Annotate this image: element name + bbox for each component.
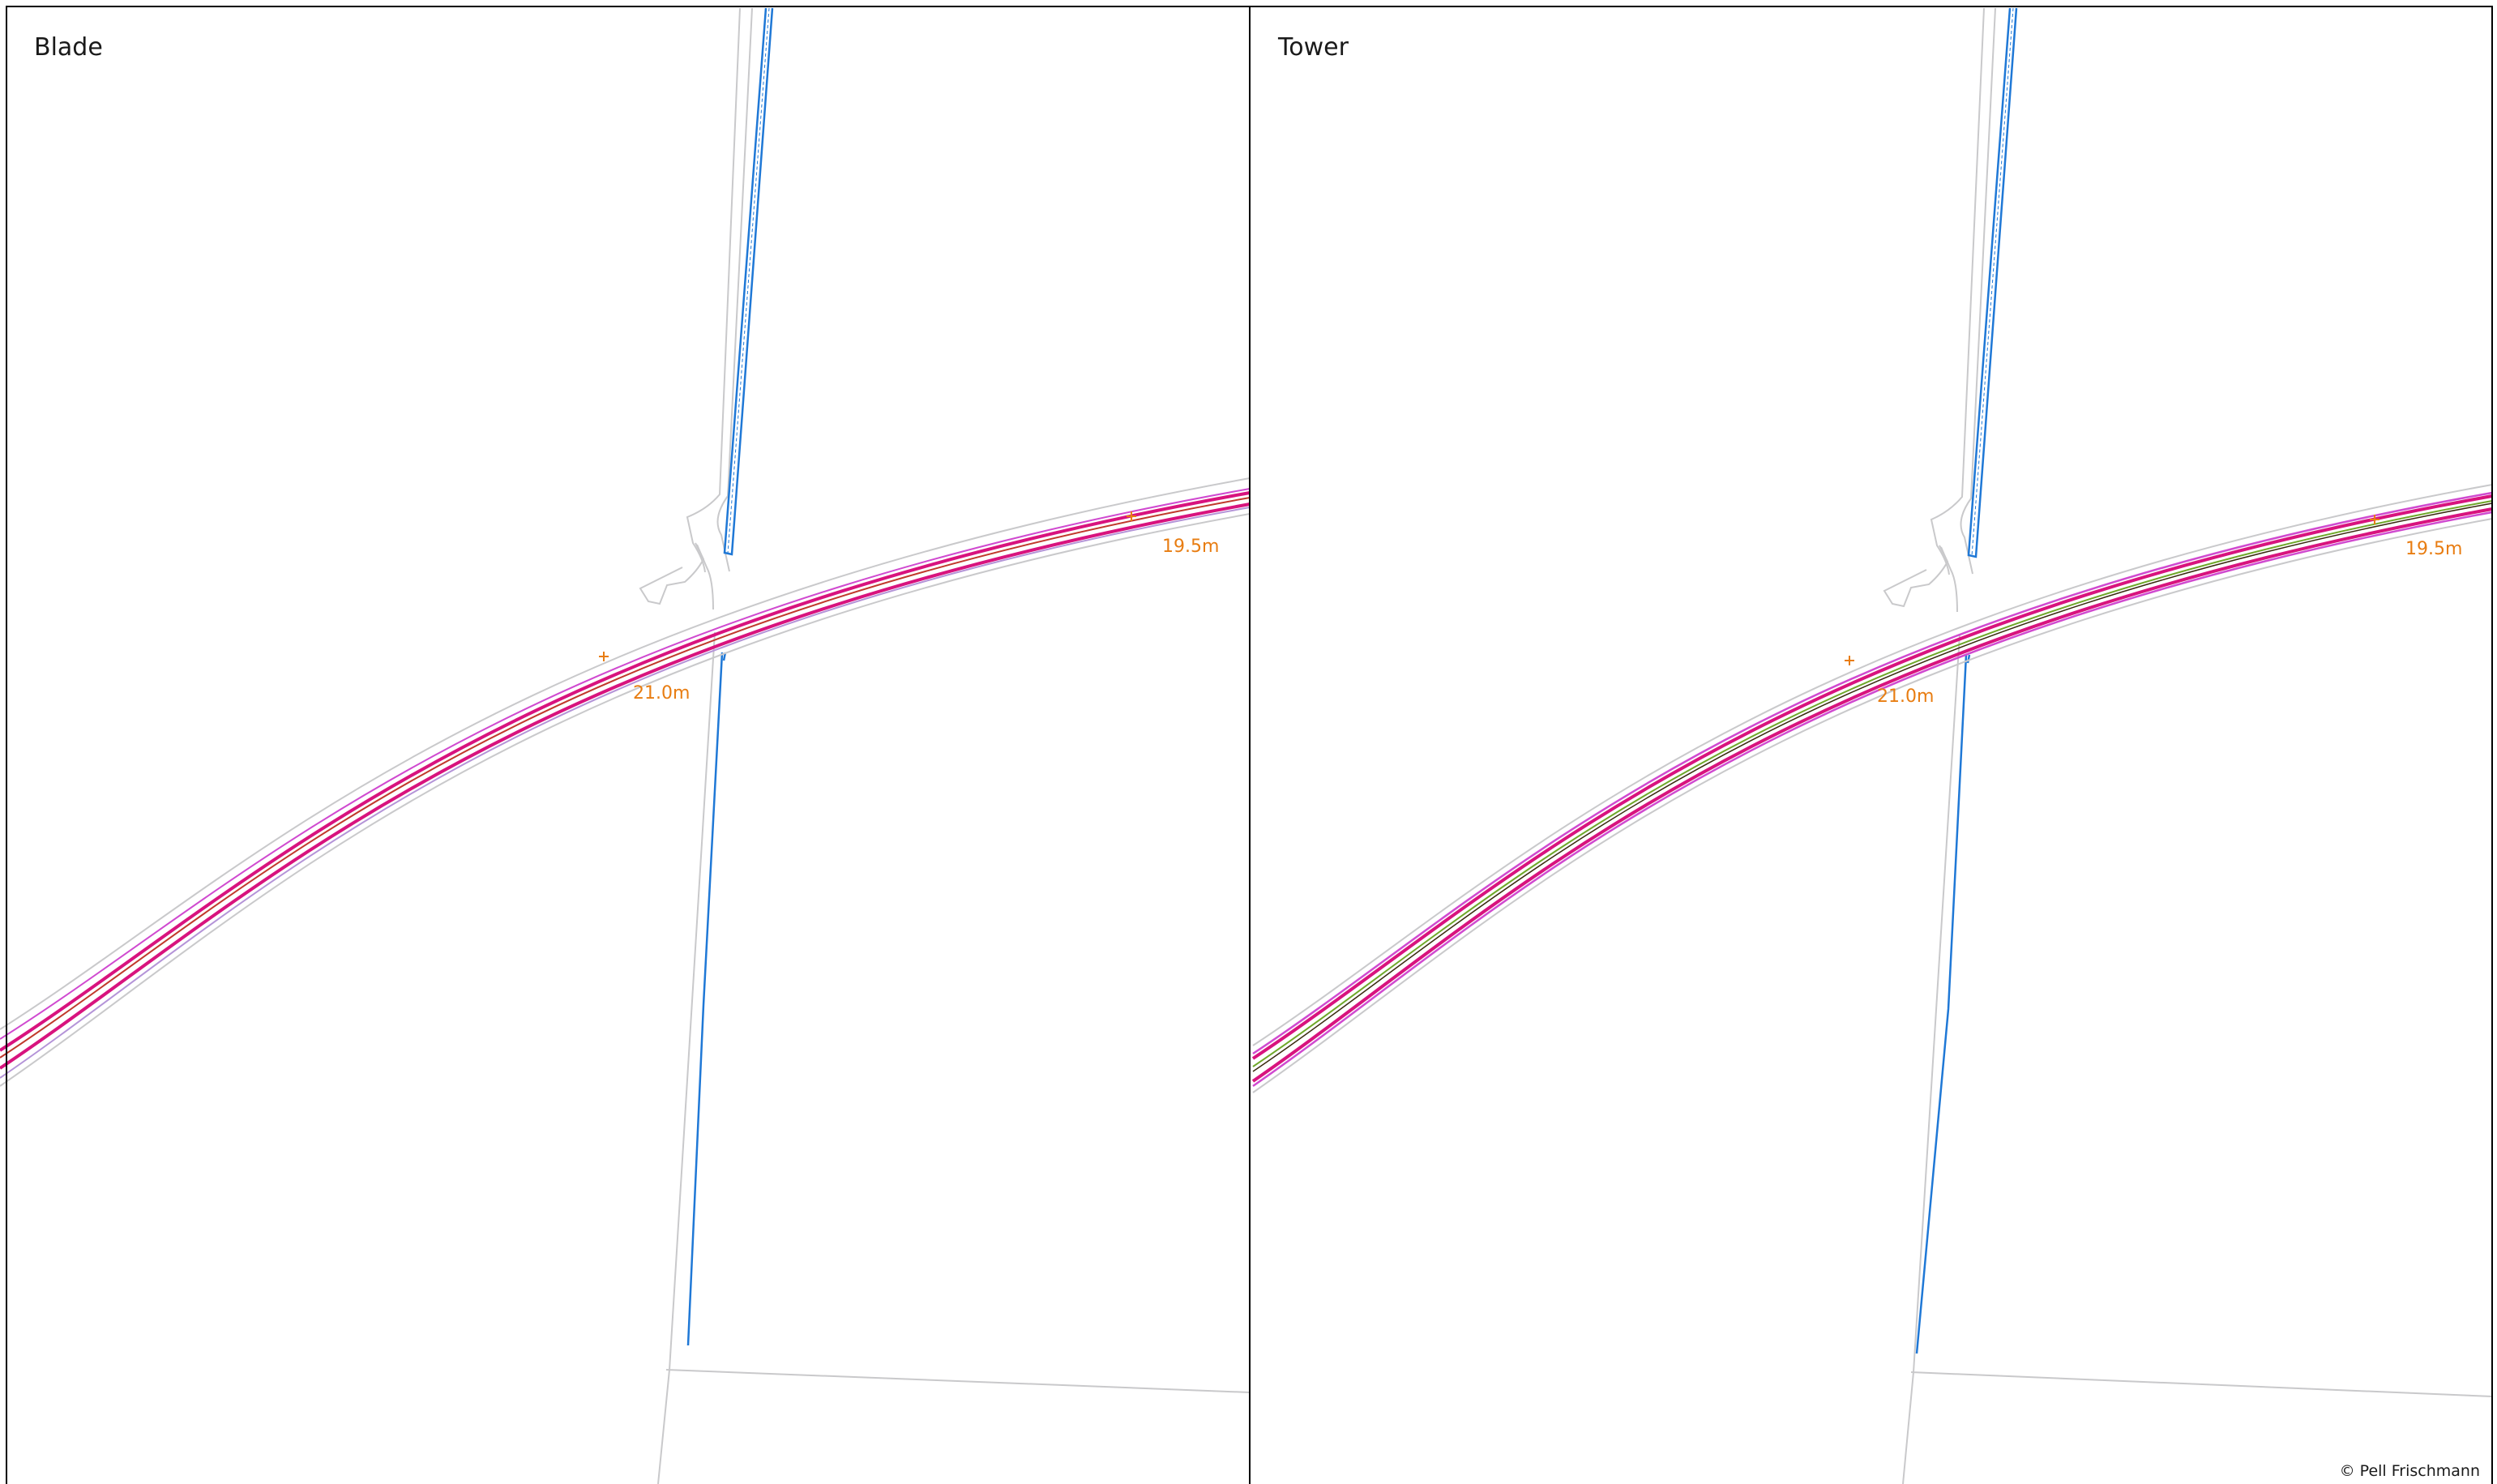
upper-side-road xyxy=(1883,7,1996,613)
chainage-marker-left xyxy=(599,652,609,661)
upper-side-road xyxy=(639,7,753,610)
main-road-swept-path xyxy=(0,477,1251,1087)
panel-tower: Tower 21.0m 19.5m © Pell Frischmann xyxy=(1250,0,2497,1484)
panel-frame-tower xyxy=(1249,6,2493,1484)
main-road-swept-path xyxy=(1251,484,2493,1093)
chainage-label-left: 21.0m xyxy=(633,683,690,704)
watercourse-upper xyxy=(1967,7,2018,558)
copyright-notice: © Pell Frischmann xyxy=(2340,1462,2480,1480)
chainage-label-right: 19.5m xyxy=(1162,537,1219,557)
panel-blade: Blade 21.0m 19.5m xyxy=(0,7,1251,1484)
chainage-marker-right xyxy=(1127,511,1136,521)
panel-title: Tower xyxy=(1277,33,1349,62)
chainage-marker-left xyxy=(1845,656,1854,665)
watercourse-upper xyxy=(723,7,774,556)
lower-side-road xyxy=(657,631,1251,1484)
chainage-label-left: 21.0m xyxy=(1877,686,1934,707)
chainage-marker-right xyxy=(2370,515,2379,524)
lower-side-road xyxy=(1902,634,2493,1484)
watercourse-lower xyxy=(1915,654,1971,1354)
chainage-label-right: 19.5m xyxy=(2405,539,2462,559)
panel-title: Blade xyxy=(34,33,103,62)
